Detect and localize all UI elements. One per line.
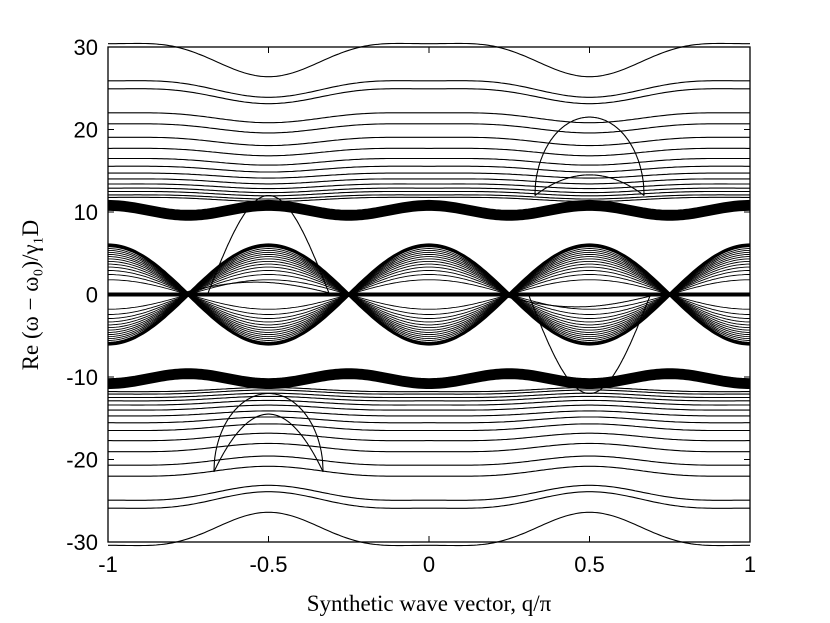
- central-band-line-upper: [107, 251, 751, 296]
- edge-state-arch: [206, 194, 331, 295]
- x-axis-label: Synthetic wave vector, q/π: [307, 591, 552, 616]
- loop-top: [213, 392, 324, 472]
- edge-state-branch: [175, 281, 337, 295]
- lower-band-line: [108, 455, 750, 466]
- lower-band-line: [108, 484, 750, 501]
- y-tick-label: -20: [66, 448, 98, 473]
- central-band-line-lower: [108, 293, 750, 323]
- central-band-envelope-upper: [107, 243, 751, 297]
- dense-band-upper: [107, 199, 751, 221]
- central-band-line-upper: [108, 260, 750, 296]
- upper-band-line: [108, 196, 750, 203]
- upper-band-line: [108, 147, 750, 157]
- central-band-line-lower: [107, 293, 751, 338]
- y-tick-label: 10: [74, 200, 98, 225]
- lower-band-line: [108, 392, 750, 399]
- central-band-line-lower: [108, 293, 750, 326]
- upper-band-line: [108, 190, 750, 197]
- upper-band-line: [108, 178, 750, 185]
- upper-band-line: [108, 194, 750, 200]
- lower-band-line: [108, 511, 750, 547]
- lower-band-line: [108, 404, 750, 411]
- x-tick-label: 0.5: [574, 552, 605, 577]
- central-band-line-upper: [108, 274, 750, 295]
- upper-band-line: [108, 157, 750, 166]
- y-tick-label: -10: [66, 365, 98, 390]
- upper-band-line: [108, 112, 750, 124]
- upper-band-line: [108, 136, 750, 147]
- upper-band-line: [108, 165, 750, 173]
- y-axis-label: Re (ω − ω₀)/γ₁D: [18, 220, 43, 371]
- central-band-line-upper: [108, 263, 750, 296]
- central-band-line-upper: [108, 266, 750, 296]
- x-tick-label: -1: [98, 552, 118, 577]
- upper-band-line: [108, 187, 750, 194]
- lower-band-line: [108, 491, 750, 509]
- central-band-envelope-lower: [107, 292, 751, 346]
- x-tick-label: -0.5: [250, 552, 288, 577]
- loop-bottom: [213, 413, 324, 473]
- y-tick-label: 20: [74, 118, 98, 143]
- lower-band-line: [108, 416, 750, 424]
- y-tick-label: 30: [74, 35, 98, 60]
- edge-state-branch: [496, 294, 658, 308]
- central-band-line-lower: [108, 293, 750, 340]
- central-band-line-lower: [108, 294, 750, 310]
- lower-band-line: [108, 465, 750, 477]
- upper-band-line: [108, 88, 750, 105]
- lower-band-line: [108, 389, 750, 395]
- loop-bottom: [534, 174, 645, 196]
- central-band-line-lower: [108, 294, 750, 315]
- lower-band-line: [108, 410, 750, 417]
- lower-band-line: [108, 386, 750, 393]
- x-tick-label: 1: [744, 552, 756, 577]
- upper-band-line: [108, 42, 750, 78]
- upper-band-line: [108, 183, 750, 190]
- central-band-line-lower: [108, 293, 750, 319]
- plot-lines: [107, 42, 751, 547]
- loop-top: [534, 116, 645, 196]
- central-band-line-upper: [108, 256, 750, 296]
- lower-band-line: [108, 395, 750, 402]
- x-tick-label: 0: [423, 552, 435, 577]
- central-band-line-upper: [108, 270, 750, 296]
- central-band-line-lower: [108, 293, 750, 333]
- dense-band-lower: [107, 368, 751, 389]
- lower-band-line: [108, 399, 750, 406]
- upper-band-line: [108, 172, 750, 179]
- central-band-line-upper: [108, 279, 750, 295]
- y-tick-label: 0: [86, 283, 98, 308]
- upper-band-line: [108, 80, 750, 98]
- y-tick-label: -30: [66, 530, 98, 555]
- central-band-line-lower: [108, 293, 750, 329]
- axis-ticks: -1 -0.5 0 0.5 1 -30 -20 -10 0 10 20 30: [66, 35, 756, 577]
- upper-band-line: [108, 123, 750, 134]
- central-band-line-lower: [107, 293, 751, 341]
- lower-band-line: [108, 442, 750, 453]
- edge-state-arch: [527, 294, 652, 395]
- lower-band-line: [108, 423, 750, 432]
- central-band-line-upper: [108, 249, 750, 296]
- lower-band-line: [108, 432, 750, 442]
